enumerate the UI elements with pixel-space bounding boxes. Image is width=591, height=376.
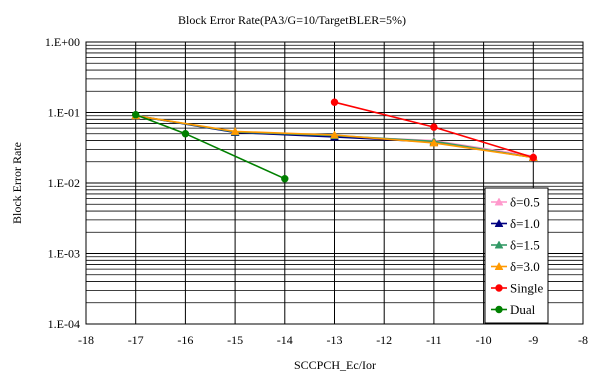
x-axis-label: SCCPCH_Ec/Ior	[294, 358, 376, 372]
data-point	[330, 130, 339, 139]
y-tick-label: 1.E-03	[48, 247, 80, 261]
x-tick-label: -17	[128, 333, 144, 347]
x-tick-label: -9	[528, 333, 538, 347]
data-point	[330, 98, 339, 106]
legend-item: δ=3.0	[491, 259, 540, 274]
legend-label: Dual	[510, 302, 536, 317]
data-point	[529, 153, 537, 162]
x-tick-label: -13	[327, 333, 343, 347]
data-point	[230, 126, 240, 135]
plot-frame	[85, 41, 584, 325]
data-point	[132, 111, 140, 119]
legend-marker	[494, 240, 504, 249]
data-point	[430, 123, 438, 131]
legend-marker	[494, 261, 504, 270]
y-tick-label: 1.E-02	[48, 176, 80, 190]
legend: δ=0.5 δ=1.0 δ=1.5 δ=3.0 Single Dual	[484, 187, 549, 324]
data-point	[281, 175, 289, 183]
y-tick-label: 1.E+00	[45, 35, 80, 49]
legend-item: Dual	[491, 302, 536, 317]
chart-title: Block Error Rate(PA3/G=10/TargetBLER=5%)	[178, 13, 406, 27]
legend-label: δ=0.5	[510, 195, 540, 210]
x-tick-label: -8	[578, 333, 588, 347]
legend-item: δ=1.5	[491, 238, 540, 253]
legend-item: δ=1.0	[491, 216, 540, 231]
legend-label: δ=3.0	[510, 259, 540, 274]
x-tick-label: -11	[426, 333, 442, 347]
series-single	[330, 98, 537, 162]
x-tick-label: -14	[277, 333, 293, 347]
x-tick-label: -18	[78, 333, 94, 347]
series-layer	[131, 98, 538, 183]
legend-marker	[495, 284, 503, 292]
legend-label: δ=1.0	[510, 216, 540, 231]
data-point	[181, 130, 190, 138]
y-tick-label: 1.E-04	[48, 317, 80, 331]
x-tick-label: -15	[227, 333, 243, 347]
x-tick-labels: -18 -17 -16 -15 -14 -13 -12 -11 -10 -9 -8	[78, 333, 588, 347]
legend-marker	[495, 305, 503, 314]
y-tick-label: 1.E-01	[48, 106, 80, 120]
data-point	[429, 138, 439, 147]
x-tick-label: -16	[177, 333, 193, 347]
series-dual	[132, 111, 289, 183]
legend-item: Single	[491, 281, 543, 296]
legend-label: δ=1.5	[510, 238, 540, 253]
legend-label: Single	[510, 281, 543, 296]
y-axis-label: Block Error Rate	[10, 142, 24, 224]
legend-marker	[494, 197, 504, 206]
legend-box	[484, 187, 549, 324]
x-tick-label: -12	[376, 333, 392, 347]
series-line	[135, 113, 286, 180]
y-tick-labels: 1.E+00 1.E-01 1.E-02 1.E-03 1.E-04	[45, 35, 80, 331]
x-tick-label: -10	[476, 333, 492, 347]
legend-marker	[494, 218, 504, 227]
legend-item: δ=0.5	[491, 195, 540, 210]
